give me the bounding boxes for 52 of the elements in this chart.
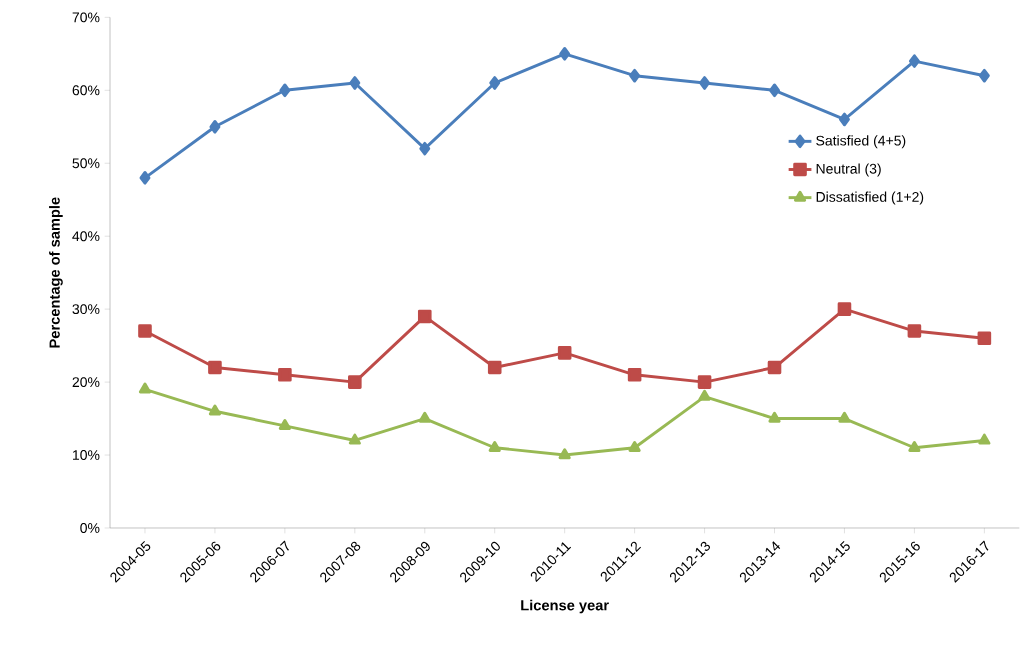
point [139, 170, 151, 185]
point [838, 411, 851, 423]
point [208, 360, 222, 375]
y-tick-label: 10% [73, 449, 100, 460]
point [627, 367, 642, 382]
legend-label: Satisfied (4+5) [816, 135, 906, 149]
point [278, 418, 291, 430]
x-axis-title: License year [521, 599, 609, 614]
point [697, 375, 712, 389]
point [349, 76, 361, 90]
point [279, 83, 291, 97]
point [629, 68, 641, 83]
point [489, 76, 501, 90]
point [907, 324, 922, 338]
point [698, 389, 711, 401]
y-tick-label: 40% [72, 231, 100, 241]
y-axis-title: Percentage of sample [49, 197, 63, 348]
point [978, 433, 991, 445]
point [768, 411, 781, 423]
legend-label: Neutral (3) [816, 163, 881, 177]
point [628, 440, 641, 452]
point [908, 440, 921, 452]
point [487, 360, 502, 375]
point [557, 345, 572, 360]
point [559, 46, 571, 61]
point [837, 302, 852, 316]
point [417, 309, 432, 324]
y-tick-label: 60% [72, 85, 100, 96]
y-tick-label: 30% [72, 304, 100, 314]
y-tick-label: 20% [72, 376, 100, 387]
point [348, 433, 361, 445]
y-tick-label: 70% [72, 12, 100, 23]
point [699, 76, 711, 90]
point [138, 324, 152, 338]
point [418, 411, 431, 423]
y-tick-label: 0% [80, 522, 100, 533]
point [838, 112, 850, 127]
point [978, 68, 990, 83]
point [769, 83, 780, 97]
point [419, 141, 431, 156]
point [488, 440, 501, 452]
point [767, 360, 782, 375]
point [977, 331, 992, 345]
y-tick-label: 50% [72, 158, 100, 169]
point [348, 375, 362, 389]
point [908, 54, 920, 68]
legend-label: Dissatisfied (1+2) [816, 191, 924, 205]
point [208, 404, 222, 416]
point [138, 382, 152, 394]
point [209, 119, 221, 134]
point [558, 448, 571, 460]
point [278, 367, 292, 382]
